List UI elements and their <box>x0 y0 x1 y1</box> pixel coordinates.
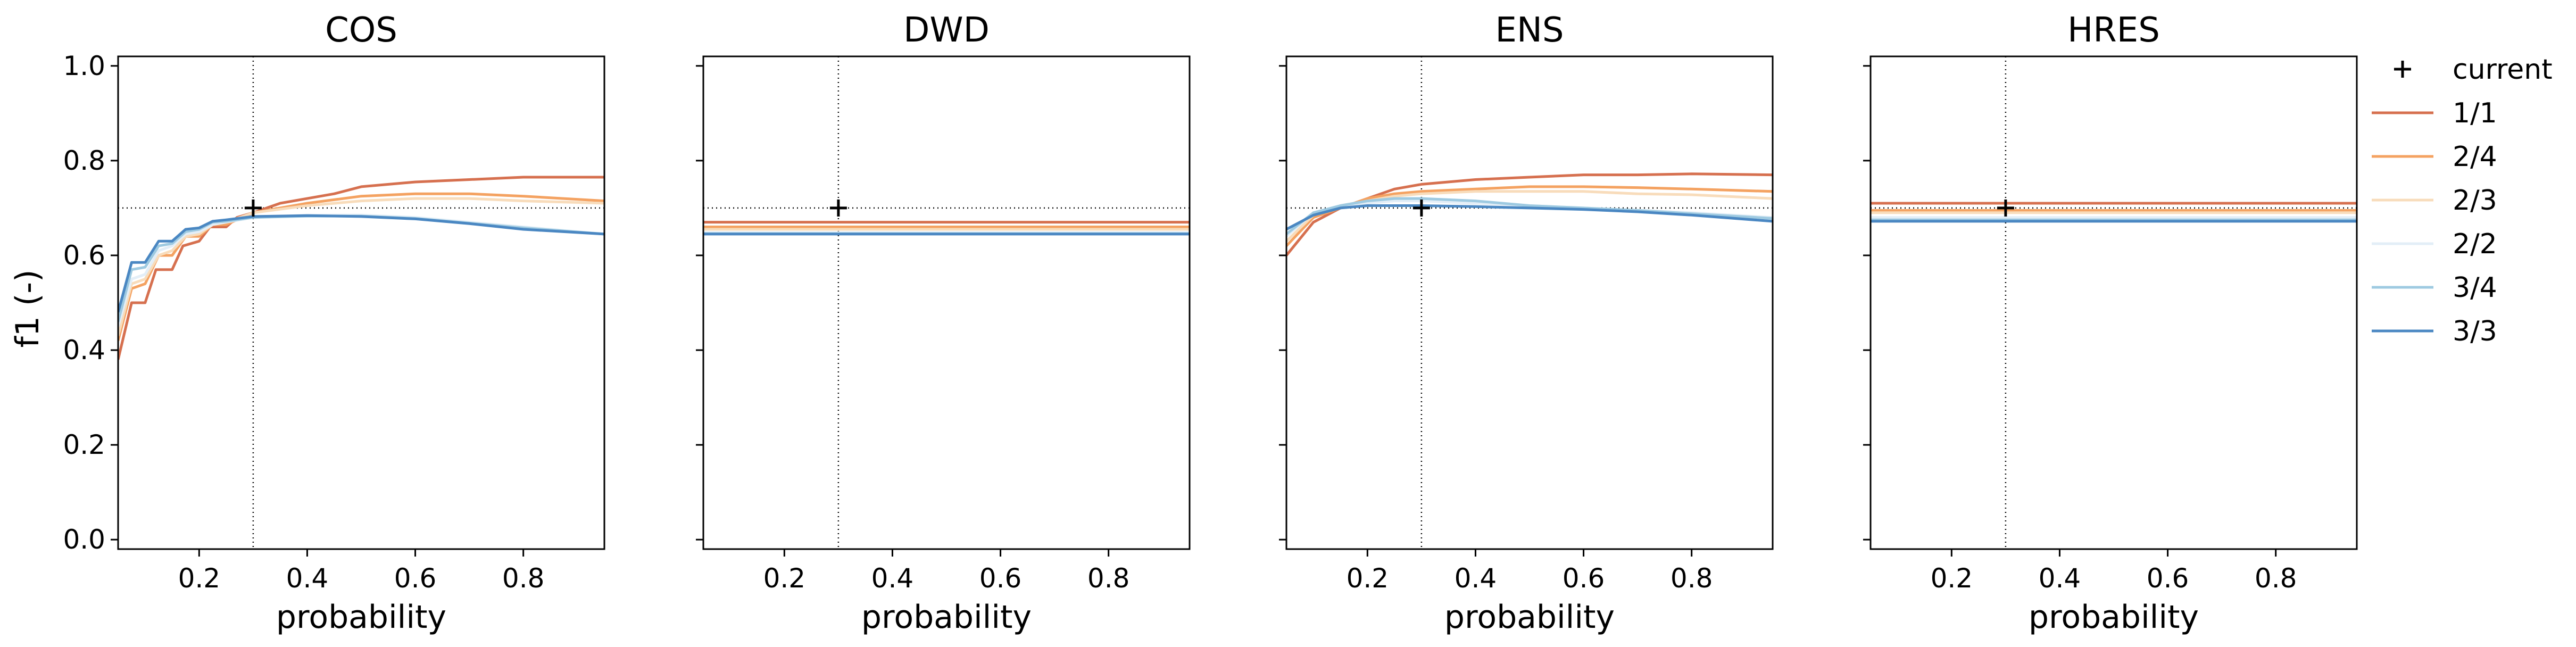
x-tick-label: 0.2 <box>1347 563 1389 594</box>
series-group <box>118 176 604 360</box>
series-group <box>703 221 1190 236</box>
x-tick-label: 0.8 <box>1087 563 1130 594</box>
x-tick-label: 0.4 <box>1455 563 1497 594</box>
y-tick-label: 0.2 <box>63 429 105 460</box>
x-tick-label: 0.8 <box>2255 563 2297 594</box>
legend-entry-2-of-4: 2/4 <box>2372 141 2497 173</box>
series-line-3-of-3 <box>118 214 604 313</box>
axes-frame <box>702 55 1191 550</box>
panel-title: DWD <box>903 11 990 50</box>
x-tick-label: 0.2 <box>178 563 221 594</box>
x-tick-label: 0.6 <box>979 563 1022 594</box>
x-axis-label: probability <box>1444 599 1615 636</box>
x-tick-label: 0.6 <box>2147 563 2189 594</box>
current-marker <box>1997 199 2014 217</box>
axes-frame <box>117 55 605 550</box>
x-tick-label: 0.4 <box>286 563 329 594</box>
y-tick-label: 0.6 <box>63 240 105 271</box>
current-marker <box>829 199 847 217</box>
legend-label: 2/3 <box>2453 185 2497 217</box>
legend-label: current <box>2453 54 2553 86</box>
series-line-3-of-4 <box>1286 197 1773 235</box>
x-tick-label: 0.6 <box>1563 563 1605 594</box>
y-tick-label: 0.8 <box>63 145 105 176</box>
x-tick-label: 0.4 <box>871 563 914 594</box>
panel-hres: HRES 0.2 0.4 0.6 0.8 probability <box>1863 11 2358 636</box>
panel-ens: ENS 0.2 0.4 0.6 0.8 probability <box>1279 11 1774 636</box>
y-tick-label: 1.0 <box>63 51 105 81</box>
legend-entry-3-of-4: 3/4 <box>2372 272 2497 304</box>
panel-cos: COS 0.2 0.4 0.6 0.8 probability 0.0 0.2 0.4 0.6 0.… <box>63 11 605 636</box>
panel-title: COS <box>325 11 397 50</box>
x-tick-label: 0.2 <box>763 563 806 594</box>
legend-label: 2/4 <box>2453 141 2497 173</box>
axes-frame <box>1869 55 2358 550</box>
legend-entry-3-of-3: 3/3 <box>2372 316 2497 347</box>
panel-title: HRES <box>2067 11 2160 50</box>
legend: current 1/1 2/4 2/3 2/2 3/4 3/3 <box>2372 54 2553 347</box>
legend-label: 1/1 <box>2453 97 2497 129</box>
x-tick-label: 0.2 <box>1931 563 1973 594</box>
x-tick-label: 0.4 <box>2039 563 2081 594</box>
x-tick-label: 0.8 <box>502 563 545 594</box>
x-axis-label: probability <box>2029 599 2199 636</box>
y-axis-label: f1 (-) <box>9 270 46 348</box>
panels: COS 0.2 0.4 0.6 0.8 probability 0.0 0.2 0.4 0.6 0.… <box>63 11 2358 636</box>
legend-entry-1-of-1: 1/1 <box>2372 97 2497 129</box>
series-line-3-of-3 <box>1286 204 1773 231</box>
legend-entry-current: current <box>2394 54 2553 86</box>
x-tick-label: 0.6 <box>394 563 437 594</box>
panel-dwd: DWD 0.2 0.4 0.6 0.8 probability <box>696 11 1191 636</box>
panel-title: ENS <box>1495 11 1564 50</box>
y-tick-label: 0.4 <box>63 335 105 366</box>
x-axis-label: probability <box>861 599 1032 636</box>
current-marker <box>1412 199 1430 217</box>
legend-label: 3/4 <box>2453 272 2497 304</box>
axes-frame <box>1285 55 1774 550</box>
y-tick-label: 0.0 <box>63 524 105 555</box>
legend-label: 2/2 <box>2453 228 2497 260</box>
legend-entry-2-of-2: 2/2 <box>2372 228 2497 260</box>
series-group <box>1286 172 1773 256</box>
legend-label: 3/3 <box>2453 316 2497 347</box>
x-axis-label: probability <box>276 599 446 636</box>
legend-entry-2-of-3: 2/3 <box>2372 185 2497 217</box>
current-marker <box>244 199 262 217</box>
x-tick-label: 0.8 <box>1671 563 1713 594</box>
series-group <box>1871 202 2357 223</box>
